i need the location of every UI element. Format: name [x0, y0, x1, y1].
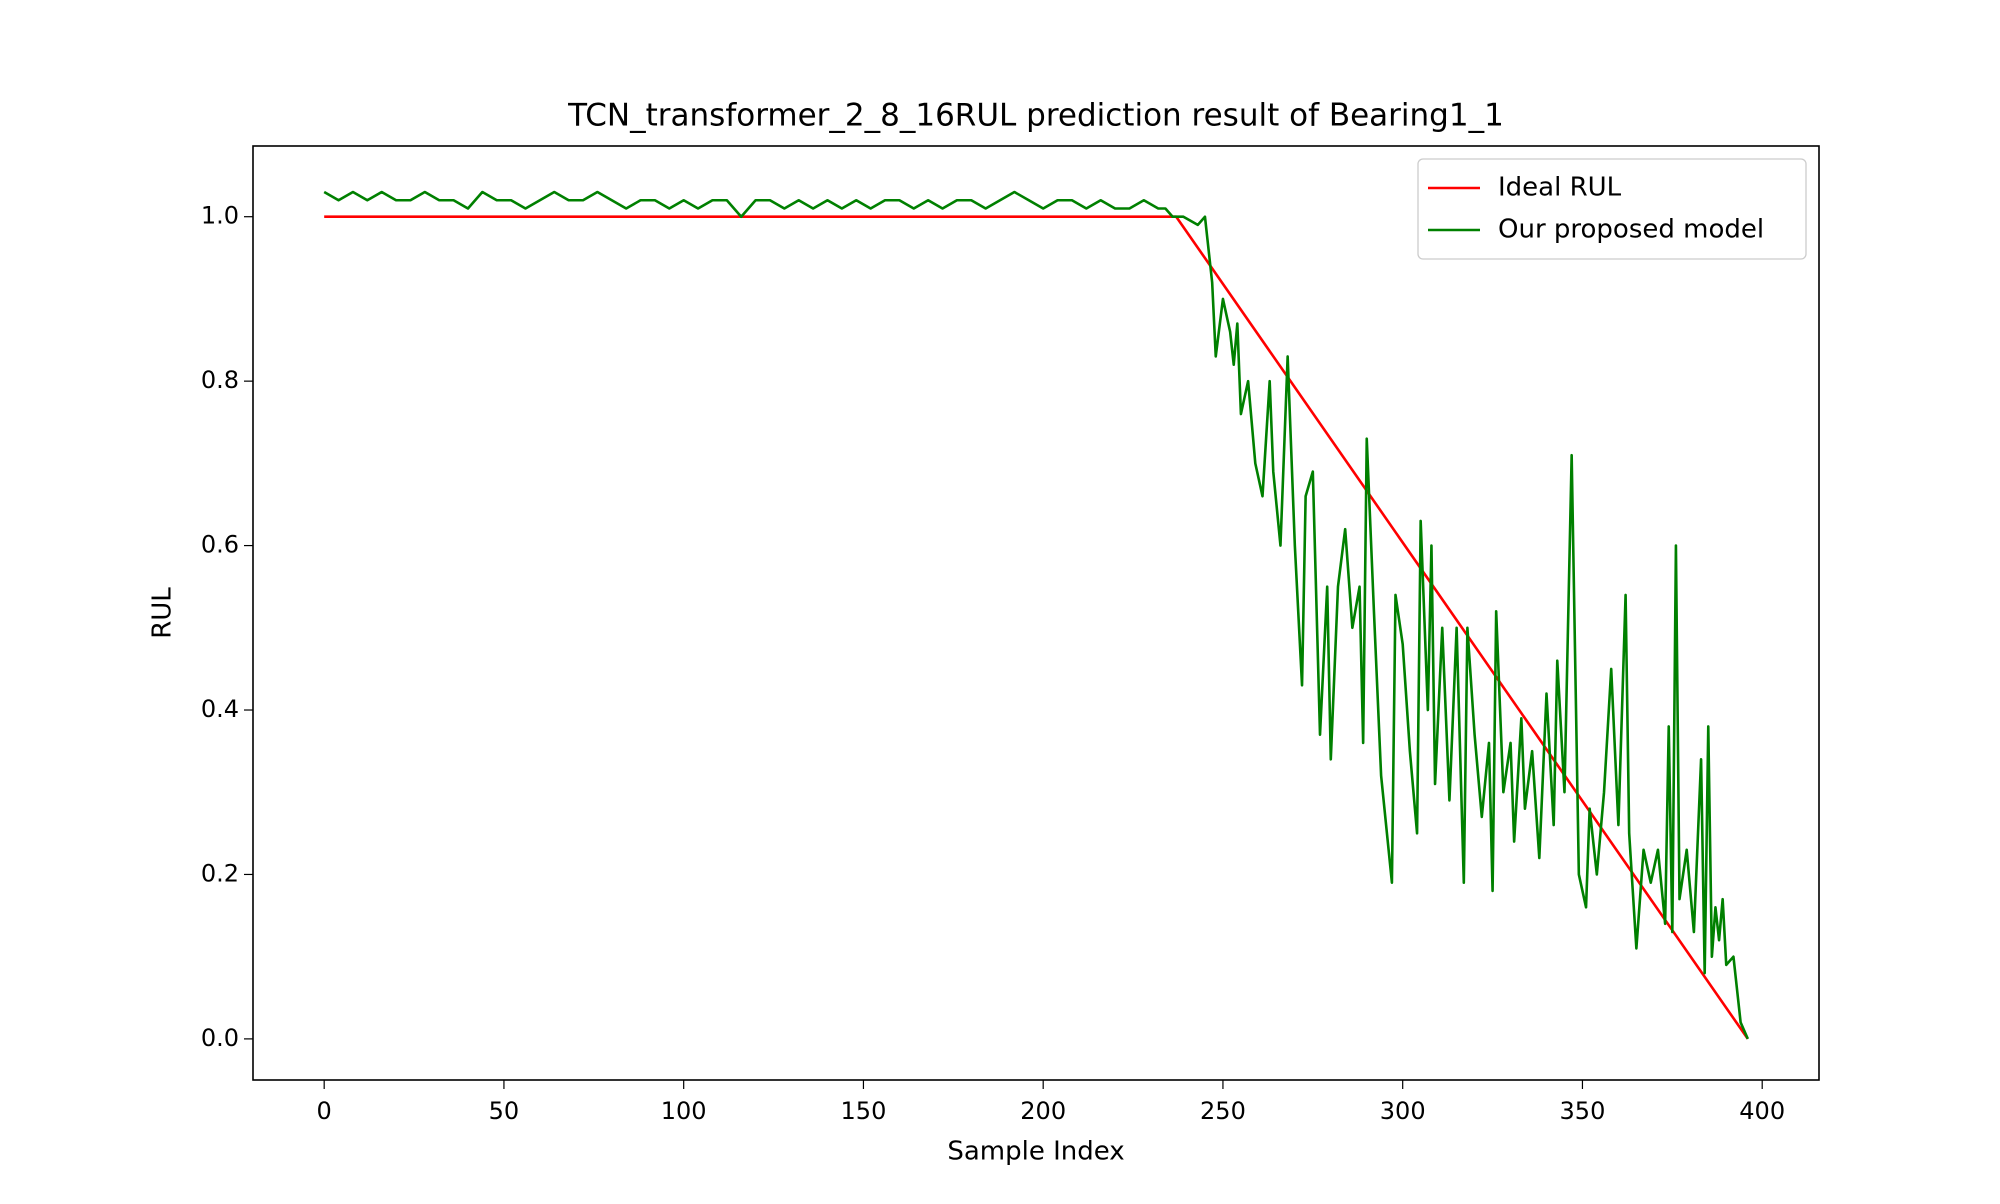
y-axis-label: RUL: [148, 587, 178, 639]
x-tick-label: 300: [1380, 1097, 1426, 1125]
y-tick-label: 0.2: [201, 859, 239, 887]
x-tick-label: 0: [317, 1097, 332, 1125]
x-tick-label: 150: [841, 1097, 887, 1125]
y-tick-label: 0.8: [201, 366, 239, 394]
y-tick-label: 0.6: [201, 531, 239, 559]
x-tick-label: 350: [1560, 1097, 1606, 1125]
x-tick-label: 100: [661, 1097, 707, 1125]
y-tick-label: 1.0: [201, 202, 239, 230]
x-axis-label: Sample Index: [947, 1137, 1124, 1167]
plot-frame: [252, 145, 1820, 1081]
chart-title: TCN_transformer_2_8_16RUL prediction res…: [567, 98, 1504, 134]
data-line: [323, 190, 1750, 1040]
legend-label: Our proposed model: [1498, 215, 1764, 245]
y-tick-label: 0.4: [201, 695, 239, 723]
legend-label: Ideal RUL: [1498, 173, 1622, 203]
x-tick-label: 200: [1020, 1097, 1066, 1125]
x-tick-label: 250: [1200, 1097, 1246, 1125]
legend-box: [1417, 158, 1807, 260]
x-tick-label: 50: [489, 1097, 520, 1125]
y-tick-label: 0.0: [201, 1024, 239, 1052]
x-tick-label: 400: [1739, 1097, 1785, 1125]
